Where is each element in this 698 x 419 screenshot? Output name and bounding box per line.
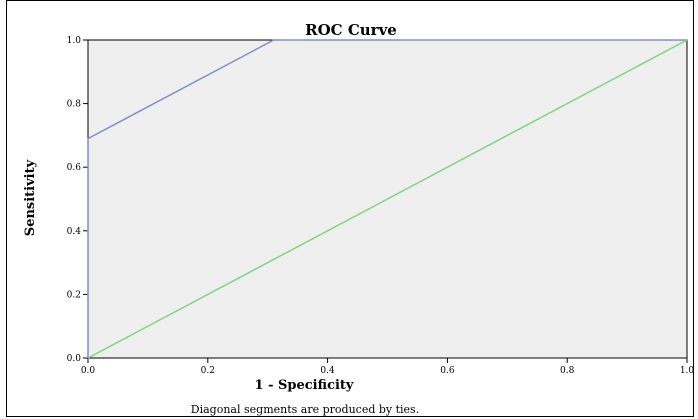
x-tick-label: 0.8 xyxy=(560,366,575,376)
chart-title: ROC Curve xyxy=(305,21,397,39)
x-axis-label: 1 - Specificity xyxy=(255,378,354,393)
y-tick-label: 0.4 xyxy=(67,227,82,237)
y-tick-label: 0.0 xyxy=(67,354,82,364)
x-tick-label: 0.4 xyxy=(320,366,335,376)
y-axis-label: Sensitivity xyxy=(23,159,38,236)
y-tick-label: 0.6 xyxy=(67,163,82,173)
x-tick-label: 0.6 xyxy=(440,366,455,376)
x-tick-label: 1.0 xyxy=(680,366,695,376)
chart-footnote: Diagonal segments are produced by ties. xyxy=(191,403,419,416)
roc-chart: ROC Curve 0.0 0.2 0.4 0.6 0.8 1.0 0.0 0.2 0.4 0.6… xyxy=(23,21,695,416)
axis-ticks: 0.0 0.2 0.4 0.6 0.8 1.0 0.0 0.2 0.4 0.6 0.8 1.0 xyxy=(67,36,695,376)
x-tick-label: 0.2 xyxy=(201,366,215,376)
roc-curve-line xyxy=(87,39,687,358)
y-tick-label: 1.0 xyxy=(67,36,82,46)
series-lines xyxy=(87,39,688,359)
y-tick-label: 0.2 xyxy=(67,290,81,300)
reference-diagonal-line xyxy=(87,39,688,359)
chart-frame: ROC Curve 0.0 0.2 0.4 0.6 0.8 1.0 0.0 0.2 0.4 0.6… xyxy=(6,0,694,417)
x-tick-label: 0.0 xyxy=(81,366,96,376)
y-tick-label: 0.8 xyxy=(67,100,82,110)
